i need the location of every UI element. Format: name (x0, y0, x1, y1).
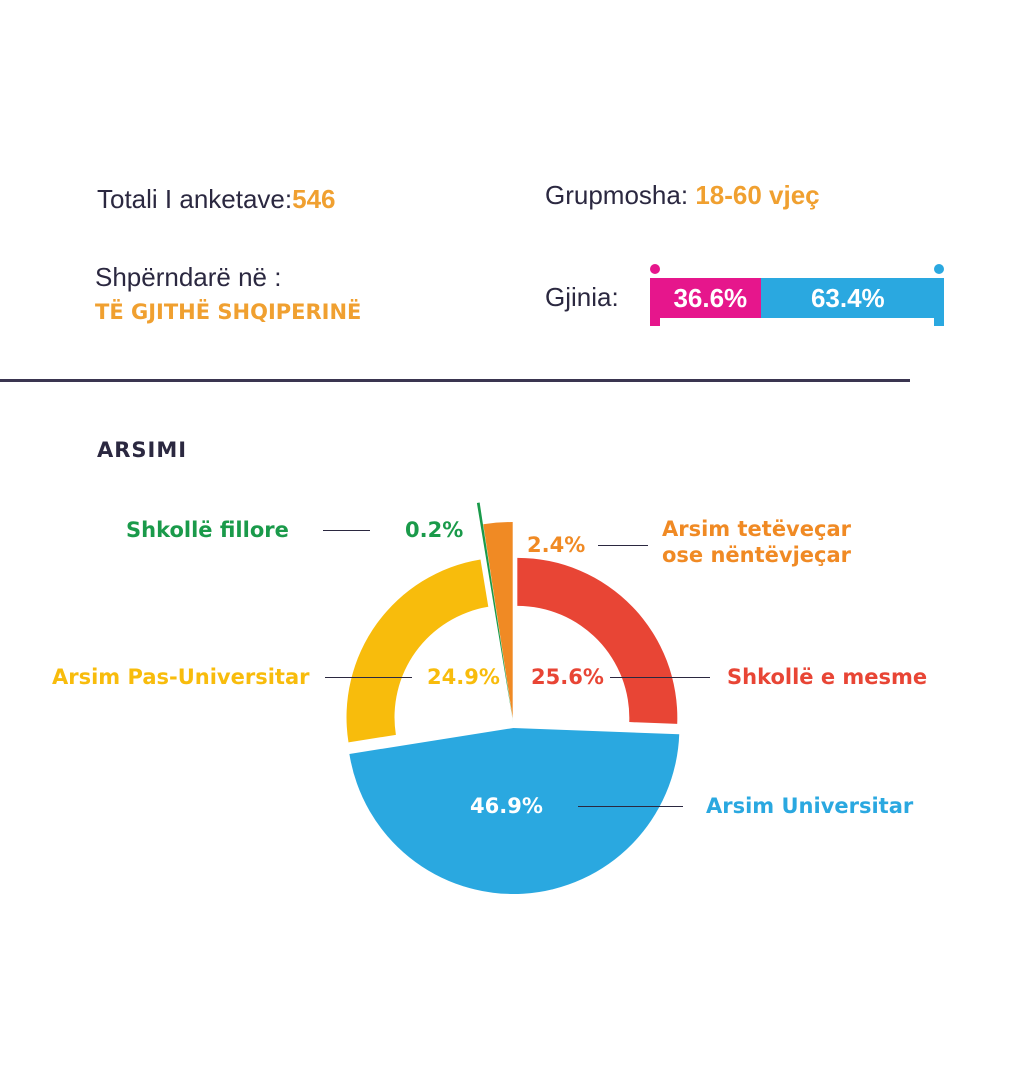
age-value: 18-60 vjeç (695, 180, 820, 210)
total-surveys: Totali I anketave:546 (97, 184, 336, 215)
value-primary-school: 0.2% (405, 518, 464, 542)
female-percentage: 36.6% (660, 278, 761, 318)
distribution-value: TË GJITHË SHQIPERINË (95, 300, 362, 324)
age-label: Grupmosha: (545, 180, 689, 210)
male-icon (932, 262, 946, 326)
female-icon (648, 262, 662, 326)
pie-slice-university (349, 727, 680, 894)
value-high-school: 25.6% (531, 665, 604, 689)
label-university: Arsim Universitar (706, 794, 914, 818)
distribution-label: Shpërndarë në : (95, 262, 282, 292)
label-lower-secondary: Arsim tetëveçar ose nëntëvjeçar (662, 517, 852, 567)
section-title: ARSIMI (97, 438, 188, 462)
pie-slice-primary-school (476, 502, 513, 722)
total-label: Totali I anketave: (97, 184, 293, 214)
pie-slice-lower-secondary (483, 522, 513, 719)
label-primary-school: Shkollë fillore (126, 518, 289, 542)
male-percentage: 63.4% (760, 278, 935, 318)
divider (0, 379, 910, 382)
pie-slice-high-school (517, 557, 678, 724)
age-group: Grupmosha: 18-60 vjeç (545, 180, 820, 211)
label-high-school: Shkollë e mesme (727, 665, 928, 689)
value-lower-secondary: 2.4% (527, 533, 586, 557)
value-university: 46.9% (470, 794, 543, 818)
pie-slice-postgraduate (346, 559, 489, 743)
value-postgraduate: 24.9% (427, 665, 500, 689)
label-postgraduate: Arsim Pas-Universitar (52, 665, 310, 689)
gender-bar: 36.6% 63.4% (660, 278, 935, 318)
total-value: 546 (292, 184, 336, 214)
gender-label: Gjinia: (545, 282, 619, 312)
